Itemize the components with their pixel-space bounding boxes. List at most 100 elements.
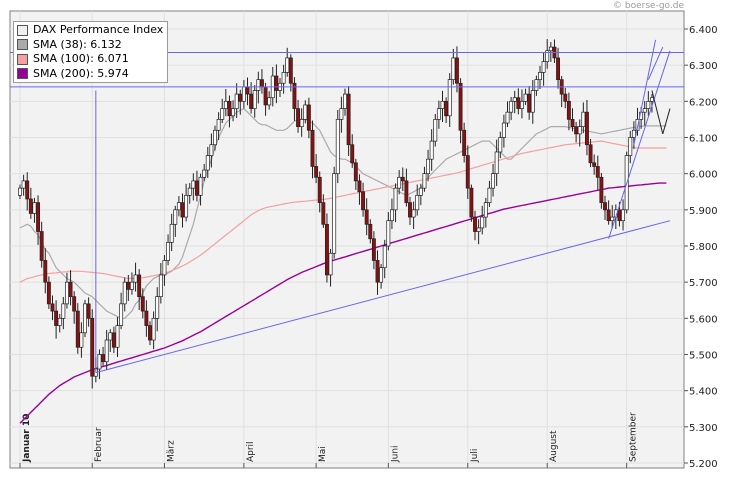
candle-body: [50, 303, 55, 312]
candle: [256, 71, 261, 104]
y-axis-ticks: 6.400 6.300 6.200 6.100 6.000 5.900 5.800 5.700…: [684, 25, 718, 470]
candle: [476, 219, 481, 245]
legend-label-sma38: SMA (38): 6.132: [33, 37, 122, 51]
candle-body: [527, 93, 532, 113]
candle-body: [274, 75, 279, 91]
candle-body: [220, 108, 225, 120]
candle: [541, 52, 546, 86]
candle: [79, 322, 84, 358]
candle: [21, 174, 26, 196]
candle-body: [252, 90, 257, 109]
candle: [581, 102, 586, 134]
candle-body: [187, 187, 192, 196]
candle-body: [563, 93, 568, 102]
candle-body: [487, 187, 492, 203]
candle: [267, 91, 272, 110]
candle: [220, 98, 225, 124]
candle: [584, 99, 589, 156]
candle: [422, 166, 427, 192]
candle: [61, 296, 66, 330]
y-tick-label: 5.200: [689, 459, 718, 470]
candle: [512, 90, 517, 114]
candle-body: [223, 100, 228, 109]
candle-body: [86, 303, 91, 319]
candle-body: [476, 227, 481, 232]
candle: [451, 48, 456, 85]
candle-body: [108, 332, 113, 341]
candle: [339, 96, 344, 133]
candle: [436, 100, 441, 129]
candle: [408, 196, 412, 226]
candle-body: [603, 202, 607, 211]
trendline: [608, 50, 671, 239]
candle-body: [184, 195, 189, 218]
candle: [140, 288, 145, 319]
candle-body: [469, 187, 474, 218]
trendline: [662, 108, 671, 135]
candle-body: [422, 173, 427, 189]
candle-body: [574, 126, 579, 135]
candle-body: [534, 79, 539, 91]
candle: [209, 133, 214, 168]
y-tick-label: 5.900: [689, 206, 718, 217]
candle: [646, 91, 651, 116]
candle-body: [317, 176, 322, 203]
candle: [519, 89, 524, 119]
candle-body: [357, 180, 362, 193]
candle-body: [234, 93, 239, 109]
candle: [332, 166, 337, 259]
candle-body: [68, 281, 73, 297]
candle-body: [25, 180, 30, 200]
candle-body: [523, 93, 528, 102]
candle: [603, 195, 607, 220]
candle: [249, 82, 254, 114]
candle-body: [642, 108, 647, 113]
candle: [350, 134, 355, 168]
candle: [205, 146, 210, 179]
candle-body: [296, 108, 301, 127]
candle: [296, 99, 301, 133]
candle-body: [299, 119, 304, 127]
candle-body: [83, 303, 87, 334]
candle: [252, 85, 257, 118]
candle: [321, 194, 326, 228]
candle-body: [57, 317, 62, 326]
candle-body: [314, 166, 319, 178]
candle: [577, 119, 582, 147]
candle-body: [21, 180, 26, 189]
candle-body: [353, 162, 358, 182]
trendline: [647, 46, 664, 80]
candle: [588, 138, 593, 168]
candle: [104, 329, 109, 370]
x-tick-label: August: [549, 430, 559, 462]
candle-body: [231, 108, 236, 117]
candle: [148, 321, 152, 346]
legend-swatch-dax: [17, 24, 28, 36]
candle-body: [581, 111, 586, 128]
candle-body: [411, 209, 416, 218]
candle: [108, 329, 113, 352]
candle-body: [538, 72, 542, 80]
candle: [411, 201, 416, 230]
candle-body: [415, 195, 420, 211]
candle: [187, 183, 192, 204]
candle-body: [332, 173, 337, 254]
candle-body: [454, 57, 459, 84]
candle: [310, 120, 315, 179]
candle: [357, 174, 362, 205]
x-tick-label: Mai: [318, 446, 328, 462]
candle: [158, 262, 163, 304]
candle-body: [501, 122, 506, 138]
candle-body: [285, 57, 290, 73]
candle: [155, 287, 160, 332]
candle-body: [458, 82, 463, 131]
candle: [115, 316, 120, 358]
candle-body: [328, 252, 333, 276]
indicator-lines: [19, 107, 667, 424]
candle-body: [368, 223, 373, 240]
candle-body: [122, 281, 127, 305]
candle-body: [646, 100, 651, 109]
candle-body: [426, 158, 431, 175]
candle: [43, 248, 48, 294]
candle-body: [213, 129, 217, 146]
